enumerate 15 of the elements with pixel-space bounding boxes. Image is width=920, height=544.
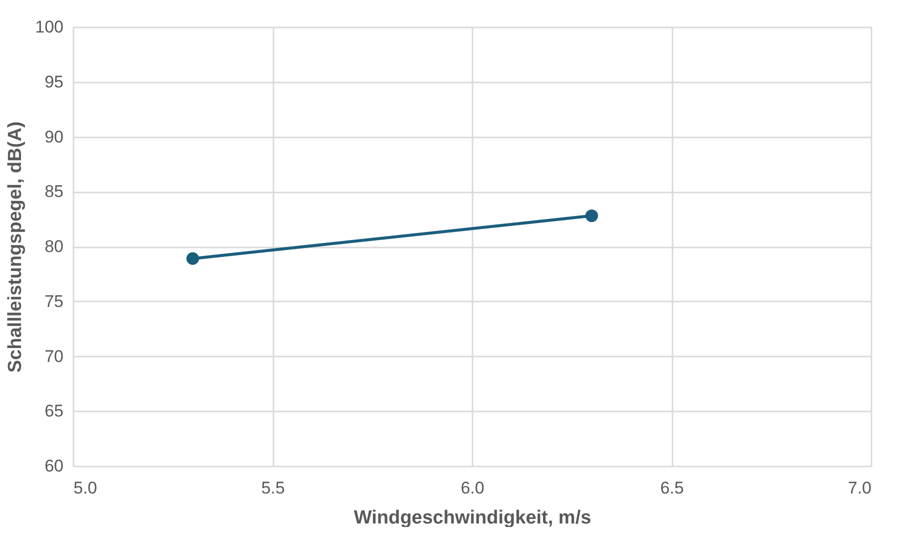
x-tick-label: 5.5 (261, 478, 285, 498)
y-tick-label: 85 (44, 182, 64, 202)
y-tick-label: 100 (35, 18, 64, 36)
x-tick-label: 7.0 (848, 478, 872, 498)
x-tick-label: 5.0 (74, 478, 98, 498)
y-tick-label: 75 (44, 292, 64, 311)
y-tick-label: 80 (44, 237, 64, 256)
y-tick-label: 90 (44, 127, 64, 146)
x-tick-label: 6.5 (660, 478, 684, 498)
y-tick-label: 95 (44, 72, 64, 92)
y-tick-label: 70 (44, 346, 64, 366)
y-tick-label: 60 (44, 456, 64, 476)
y-axis-title: Schallleistungspegel, dB(A) (5, 121, 26, 373)
x-tick-label: 6.0 (460, 478, 484, 498)
y-tick-label: 65 (44, 402, 64, 421)
